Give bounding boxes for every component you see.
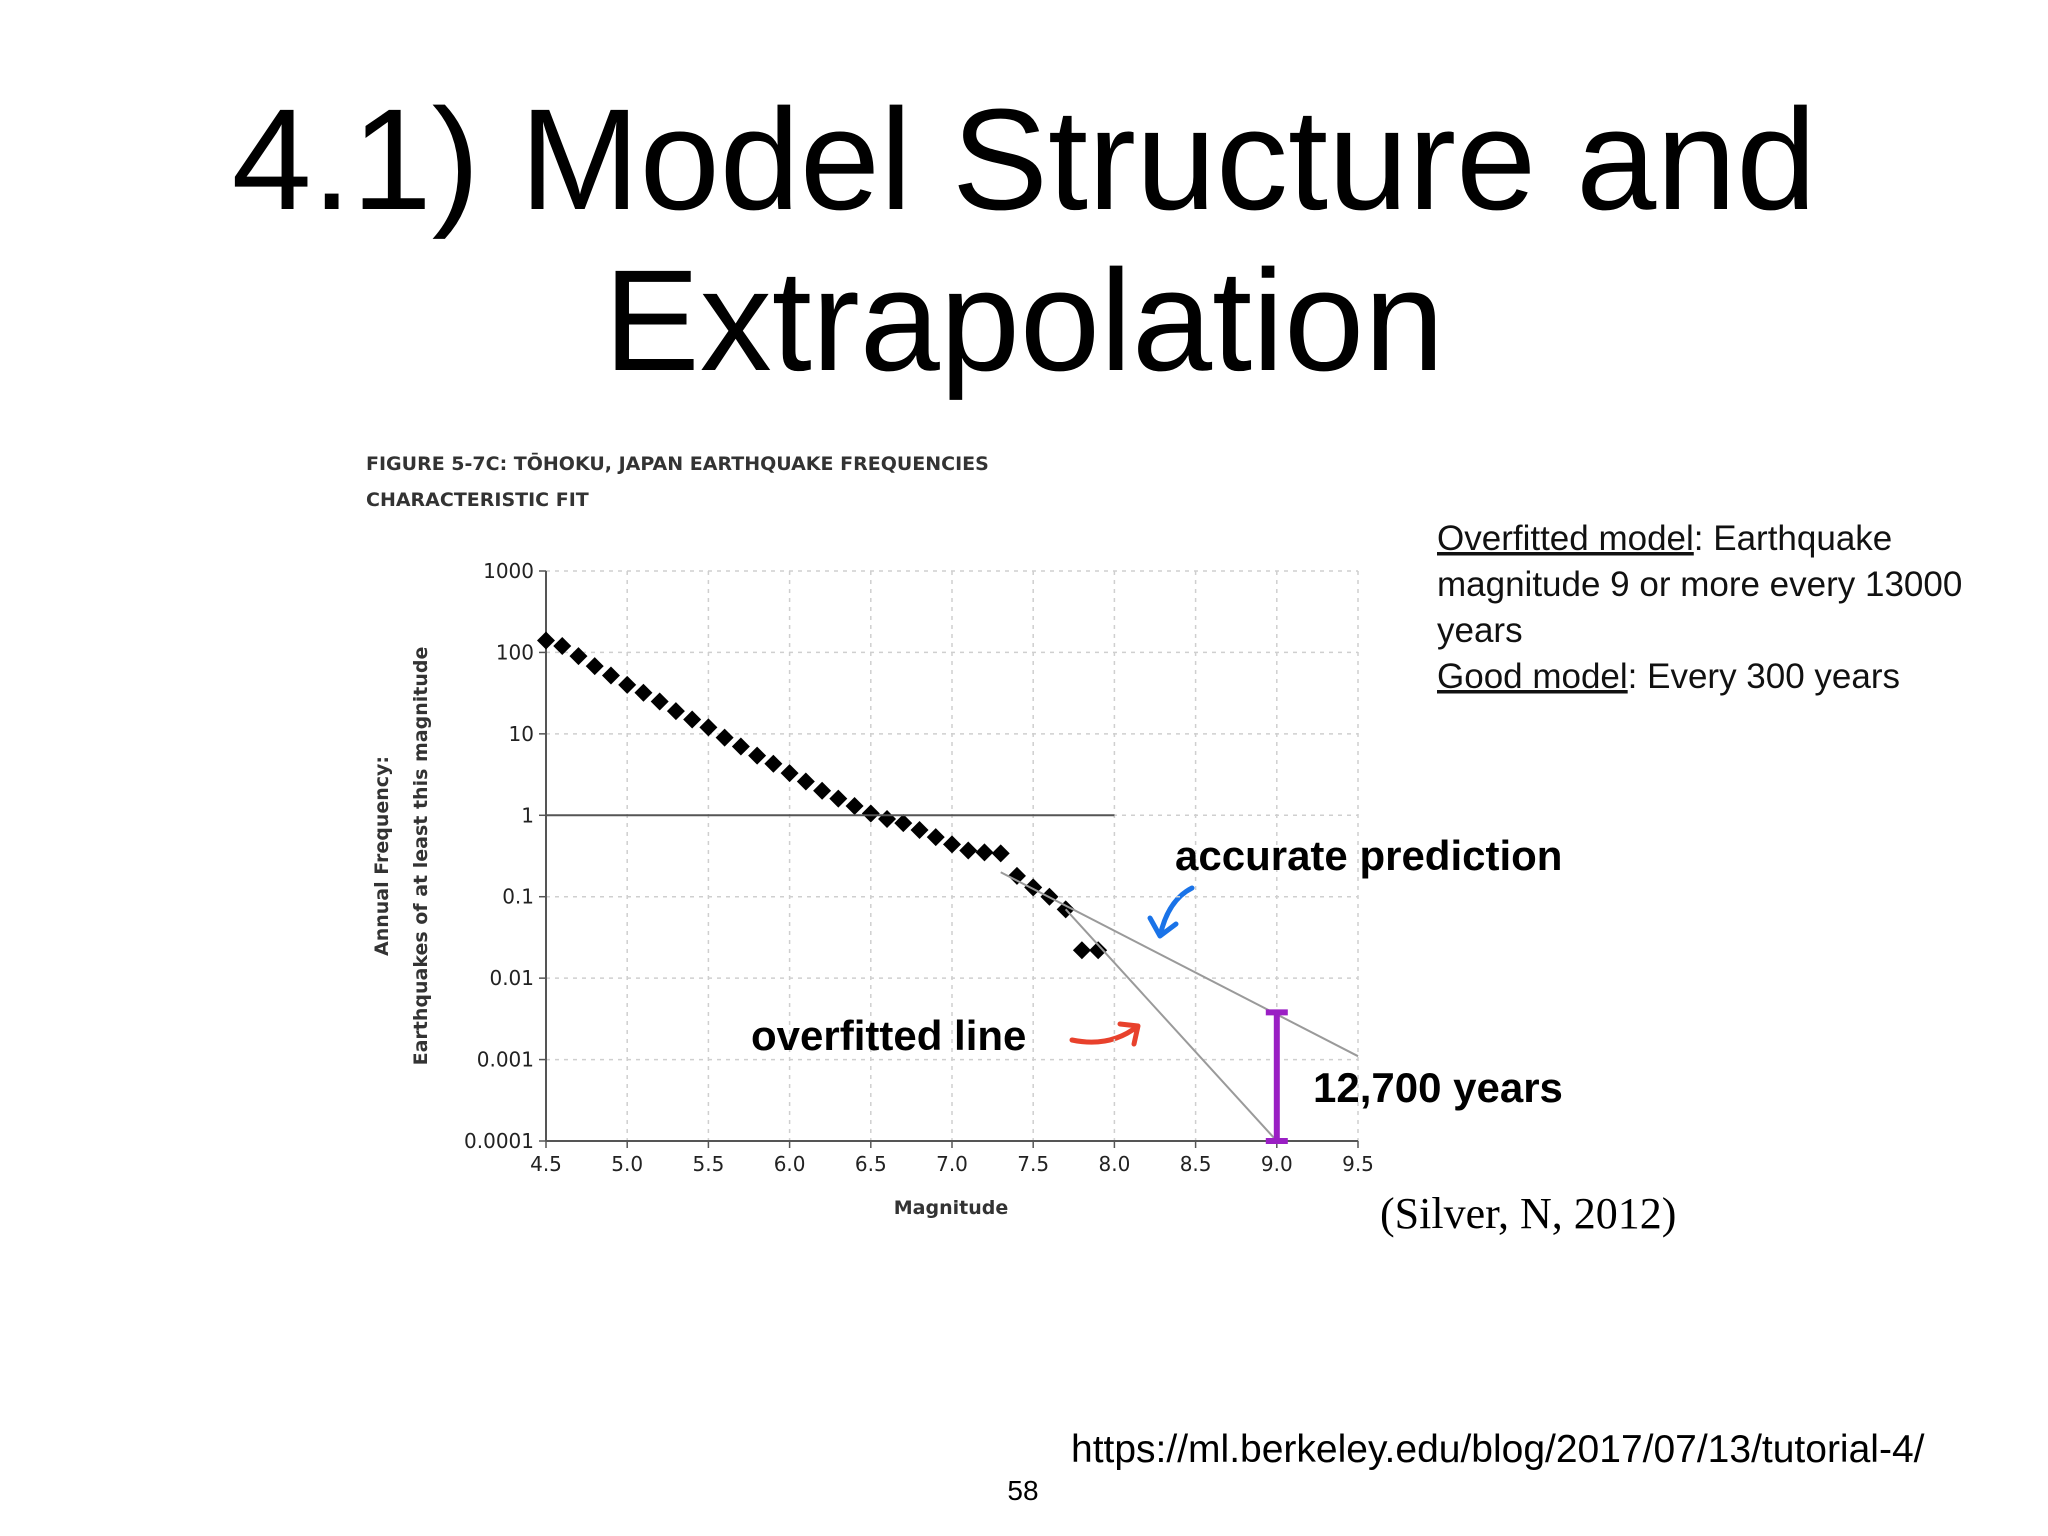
note-text: : Earthquake — [1694, 519, 1892, 558]
data-point — [975, 843, 994, 862]
note-line: years — [1437, 611, 1523, 650]
y-tick-label: 100 — [496, 640, 534, 664]
x-tick-label: 7.5 — [1017, 1152, 1049, 1176]
x-tick-label: 6.5 — [855, 1152, 887, 1176]
data-point — [585, 657, 604, 676]
y-axis-label: Annual Frequency: — [371, 756, 393, 956]
series-line — [1064, 908, 1278, 1142]
data-point — [748, 746, 767, 765]
data-point — [845, 797, 864, 816]
x-tick-label: 8.5 — [1180, 1152, 1212, 1176]
data-point — [910, 820, 929, 839]
slide-title: 4.1) Model Structure and — [232, 79, 1817, 240]
page-number: 58 — [1007, 1475, 1038, 1506]
data-point — [991, 844, 1010, 863]
data-point — [634, 683, 653, 702]
source-url: https://ml.berkeley.edu/blog/2017/07/13/… — [1071, 1428, 1925, 1471]
series-line — [1000, 871, 1359, 1058]
data-point — [715, 728, 734, 747]
y-tick-label: 1 — [521, 803, 534, 827]
plot: 4.5 5.0 5.5 6.0 6.5 7.0 7.5 8.0 8.5 9.0 9.51000100… — [464, 559, 1374, 1176]
data-point — [699, 718, 718, 737]
data-point — [764, 754, 783, 773]
chart-subtitle: CHARACTERISTIC FIT — [366, 489, 589, 511]
y-tick-label: 0.01 — [489, 966, 534, 990]
data-point — [926, 828, 945, 847]
x-tick-label: 5.5 — [692, 1152, 724, 1176]
citation: (Silver, N, 2012) — [1380, 1189, 1676, 1238]
y-tick-label: 1000 — [483, 559, 534, 583]
y-tick-label: 0.001 — [477, 1048, 534, 1072]
data-point — [894, 814, 913, 833]
x-tick-label: 7.0 — [936, 1152, 968, 1176]
chart-title: FIGURE 5-7C: TŌHOKU, JAPAN EARTHQUAKE FR… — [366, 452, 989, 475]
data-point — [618, 675, 637, 694]
note-label: Good model — [1437, 657, 1628, 696]
data-point — [731, 737, 750, 756]
data-point — [666, 702, 685, 721]
data-point — [601, 666, 620, 685]
data-point — [861, 804, 880, 823]
note-label: Overfitted model — [1437, 519, 1694, 558]
data-point — [959, 841, 978, 860]
annotation: accurate prediction — [1175, 832, 1562, 879]
x-tick-label: 4.5 — [530, 1152, 562, 1176]
data-point — [1089, 941, 1108, 960]
data-point — [553, 636, 572, 655]
data-point — [796, 772, 815, 791]
annotation: overfitted line — [751, 1012, 1026, 1059]
x-axis-label: Magnitude — [894, 1197, 1008, 1219]
y-tick-label: 0.0001 — [464, 1129, 534, 1153]
y-tick-label: 0.1 — [502, 885, 534, 909]
data-point — [683, 710, 702, 729]
note-line: Good model: Every 300 years — [1437, 657, 1900, 696]
data-point — [780, 764, 799, 783]
x-tick-label: 6.0 — [774, 1152, 806, 1176]
x-tick-label: 9.5 — [1342, 1152, 1374, 1176]
data-point — [569, 647, 588, 666]
data-point — [537, 631, 555, 650]
arrow — [1147, 885, 1195, 939]
y-axis-label: Earthquakes of at least this magnitude — [410, 647, 432, 1066]
x-tick-label: 5.0 — [611, 1152, 643, 1176]
y-tick-label: 10 — [509, 722, 534, 746]
data-point — [943, 835, 961, 854]
note-line: magnitude 9 or more every 13000 — [1437, 565, 1962, 604]
slide-title: Extrapolation — [604, 240, 1445, 401]
note-text: : Every 300 years — [1628, 657, 1900, 696]
data-point — [813, 781, 832, 800]
annotation: 12,700 years — [1313, 1064, 1563, 1111]
arrow — [1069, 1021, 1141, 1047]
data-point — [1007, 866, 1026, 885]
x-tick-label: 9.0 — [1261, 1152, 1293, 1176]
note-line: Overfitted model: Earthquake — [1437, 519, 1892, 558]
data-point — [650, 692, 669, 711]
data-point — [1072, 941, 1091, 960]
x-tick-label: 8.0 — [1098, 1152, 1130, 1176]
data-point — [829, 789, 848, 808]
